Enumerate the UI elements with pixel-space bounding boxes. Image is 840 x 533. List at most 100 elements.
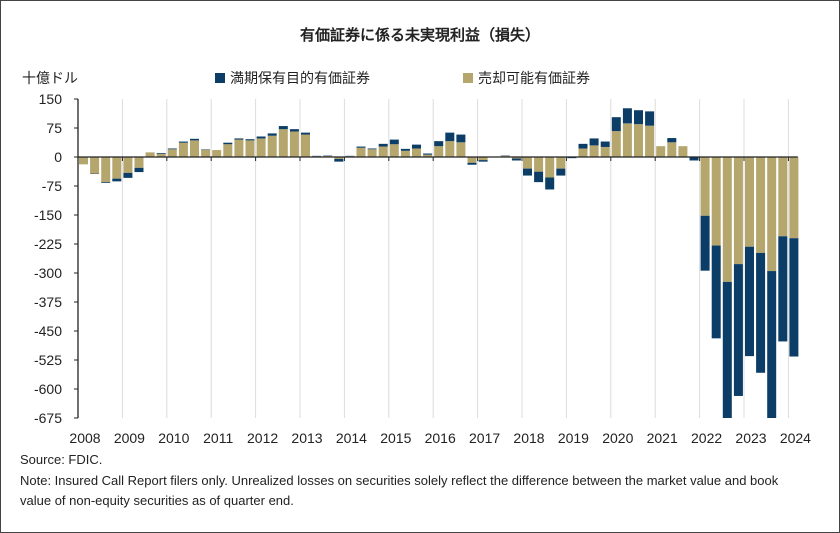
bar-afs <box>733 157 743 265</box>
bar-htm <box>745 246 754 357</box>
bar-afs <box>578 148 588 157</box>
bar-afs <box>589 145 599 157</box>
bar-htm <box>556 168 566 176</box>
bar-htm <box>711 245 721 339</box>
bar-afs <box>534 157 544 172</box>
bar-htm <box>589 138 599 146</box>
y-axis-unit-label: 十億ドル <box>22 71 78 87</box>
bar-afs <box>245 140 255 157</box>
bar-afs <box>278 129 288 157</box>
bar-htm <box>167 148 177 150</box>
bar-htm <box>478 160 488 162</box>
bar-htm <box>112 178 122 182</box>
bar-afs <box>611 131 621 157</box>
y-tick-label: -525 <box>34 352 62 368</box>
y-tick-label: -300 <box>34 265 62 281</box>
bar-htm <box>256 136 266 139</box>
bar-afs <box>767 157 777 272</box>
bar-afs <box>545 157 555 178</box>
y-tick-label: 75 <box>46 120 62 136</box>
bar-htm <box>578 143 588 149</box>
bar-afs <box>389 144 399 157</box>
bar-htm <box>367 148 377 150</box>
bar-htm <box>101 182 111 183</box>
bar-htm <box>600 141 610 147</box>
bar-afs <box>234 139 244 157</box>
legend-item-afs: 売却可能有価証券 <box>463 68 590 88</box>
y-tick-label: -600 <box>34 381 62 397</box>
y-tick-label: 150 <box>39 91 63 107</box>
x-tick-label: 2015 <box>380 430 411 446</box>
bar-afs <box>223 144 233 157</box>
x-tick-label: 2016 <box>425 430 456 446</box>
x-tick-label: 2017 <box>469 430 500 446</box>
bar-afs <box>301 134 310 157</box>
bar-afs <box>789 157 799 239</box>
bar-afs <box>622 123 632 157</box>
bar-htm <box>301 132 310 135</box>
bar-afs <box>201 149 211 157</box>
bar-afs <box>378 146 388 157</box>
bar-afs <box>289 131 299 157</box>
bar-htm <box>289 129 299 132</box>
bar-htm <box>545 177 555 190</box>
bar-afs <box>90 157 100 174</box>
bar-htm <box>456 134 466 143</box>
bar-afs <box>178 142 188 157</box>
bar-htm <box>445 132 455 142</box>
bar-afs <box>434 146 444 157</box>
bar-afs <box>134 157 144 168</box>
y-tick-label: -450 <box>34 323 62 339</box>
bar-afs <box>711 157 721 246</box>
bar-afs <box>123 157 133 173</box>
bar-htm <box>534 171 544 183</box>
bar-htm <box>700 215 710 271</box>
bar-htm <box>223 142 233 145</box>
x-tick-label: 2020 <box>602 430 633 446</box>
bar-afs <box>645 125 655 157</box>
bar-afs <box>145 152 155 157</box>
bar-htm <box>423 153 433 155</box>
bar-afs <box>256 138 266 157</box>
bar-afs <box>445 141 455 157</box>
bar-afs <box>212 150 222 157</box>
y-tick-label: -375 <box>34 294 62 310</box>
x-tick-label: 2022 <box>691 430 722 446</box>
x-tick-label: 2011 <box>203 430 233 446</box>
bar-htm <box>234 138 244 140</box>
bar-htm <box>467 162 477 165</box>
bar-afs <box>190 140 199 157</box>
bar-afs <box>156 153 166 157</box>
x-tick-label: 2023 <box>735 430 766 446</box>
bar-htm <box>634 110 643 125</box>
bar-htm <box>245 139 255 141</box>
bar-htm <box>767 271 777 418</box>
bar-afs <box>456 142 466 157</box>
bar-afs <box>756 157 766 253</box>
bar-htm <box>412 144 421 149</box>
bar-htm <box>156 153 166 154</box>
bar-htm <box>622 108 632 124</box>
bar-htm <box>389 139 399 145</box>
bar-afs <box>700 157 710 216</box>
bar-afs <box>467 157 477 163</box>
legend-swatch-afs <box>463 73 473 83</box>
bar-htm <box>667 138 677 143</box>
bar-htm <box>334 158 344 162</box>
bar-afs <box>101 157 111 183</box>
x-tick-label: 2009 <box>114 430 145 446</box>
bar-afs <box>356 147 366 157</box>
bar-afs <box>167 149 177 157</box>
bar-afs <box>678 146 688 157</box>
x-tick-label: 2008 <box>69 430 100 446</box>
x-tick-label: 2014 <box>336 430 367 446</box>
y-tick-label: 0 <box>54 149 62 165</box>
bar-htm <box>123 172 133 178</box>
bar-htm <box>689 157 699 161</box>
bar-afs <box>334 157 344 159</box>
bar-htm <box>778 236 788 342</box>
bar-afs <box>112 157 122 179</box>
legend-label-afs: 売却可能有価証券 <box>478 71 590 87</box>
bar-htm <box>645 111 655 126</box>
